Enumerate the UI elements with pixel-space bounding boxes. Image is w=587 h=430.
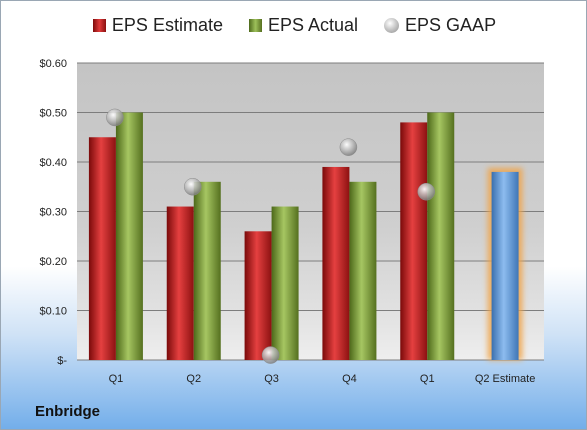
bar-eps-estimate xyxy=(322,166,350,360)
bar-eps-actual xyxy=(115,112,143,360)
x-tick-label: Q4 xyxy=(342,373,357,385)
legend-item-estimate: EPS Estimate xyxy=(92,15,223,36)
x-tick-label: Q2 xyxy=(186,373,201,385)
x-tick-label: Q1 xyxy=(109,373,124,385)
x-tick-label: Q3 xyxy=(264,373,279,385)
bar-eps-actual xyxy=(349,181,377,360)
legend-label-estimate: EPS Estimate xyxy=(111,15,223,35)
eps-chart: $- $0.10 $0.20 $0.30 $0.40 $0.50 $0.60 Q1 Q2 Q3 Q4… xyxy=(39,58,544,385)
bar-eps-estimate xyxy=(166,206,194,360)
y-tick-label: $0.30 xyxy=(39,207,67,219)
x-tick-label: Q1 xyxy=(420,373,435,385)
y-tick-label: $- xyxy=(57,355,67,367)
bar-eps-actual xyxy=(427,112,455,360)
marker-eps-gaap xyxy=(339,138,358,156)
bar-eps-estimate-forecast xyxy=(491,171,519,360)
marker-eps-gaap xyxy=(184,178,202,196)
y-tick-label: $0.10 xyxy=(39,306,67,318)
legend-swatch-gaap xyxy=(384,18,400,33)
company-name: Enbridge xyxy=(35,403,101,420)
y-tick-label: $0.60 xyxy=(39,58,67,70)
legend-swatch-actual xyxy=(248,19,262,32)
bar-eps-estimate xyxy=(400,122,428,361)
y-tick-label: $0.20 xyxy=(39,256,67,268)
marker-eps-gaap xyxy=(106,108,124,127)
legend-item-actual: EPS Actual xyxy=(248,15,359,36)
bar-eps-actual xyxy=(193,181,221,360)
x-tick-label: Q2 Estimate xyxy=(475,373,536,385)
legend-item-gaap: EPS GAAP xyxy=(384,15,496,36)
marker-eps-gaap xyxy=(417,182,435,201)
y-tick-label: $0.50 xyxy=(39,108,67,120)
marker-eps-gaap xyxy=(261,346,280,364)
legend: EPS Estimate EPS Actual EPS GAAP xyxy=(1,15,587,36)
bar-eps-estimate xyxy=(88,137,116,360)
legend-swatch-estimate xyxy=(92,19,106,32)
bar-eps-estimate xyxy=(244,231,272,360)
legend-label-gaap: EPS GAAP xyxy=(405,15,497,35)
y-tick-label: $0.40 xyxy=(39,157,67,169)
bar-eps-actual xyxy=(271,206,299,360)
legend-label-actual: EPS Actual xyxy=(267,15,359,35)
